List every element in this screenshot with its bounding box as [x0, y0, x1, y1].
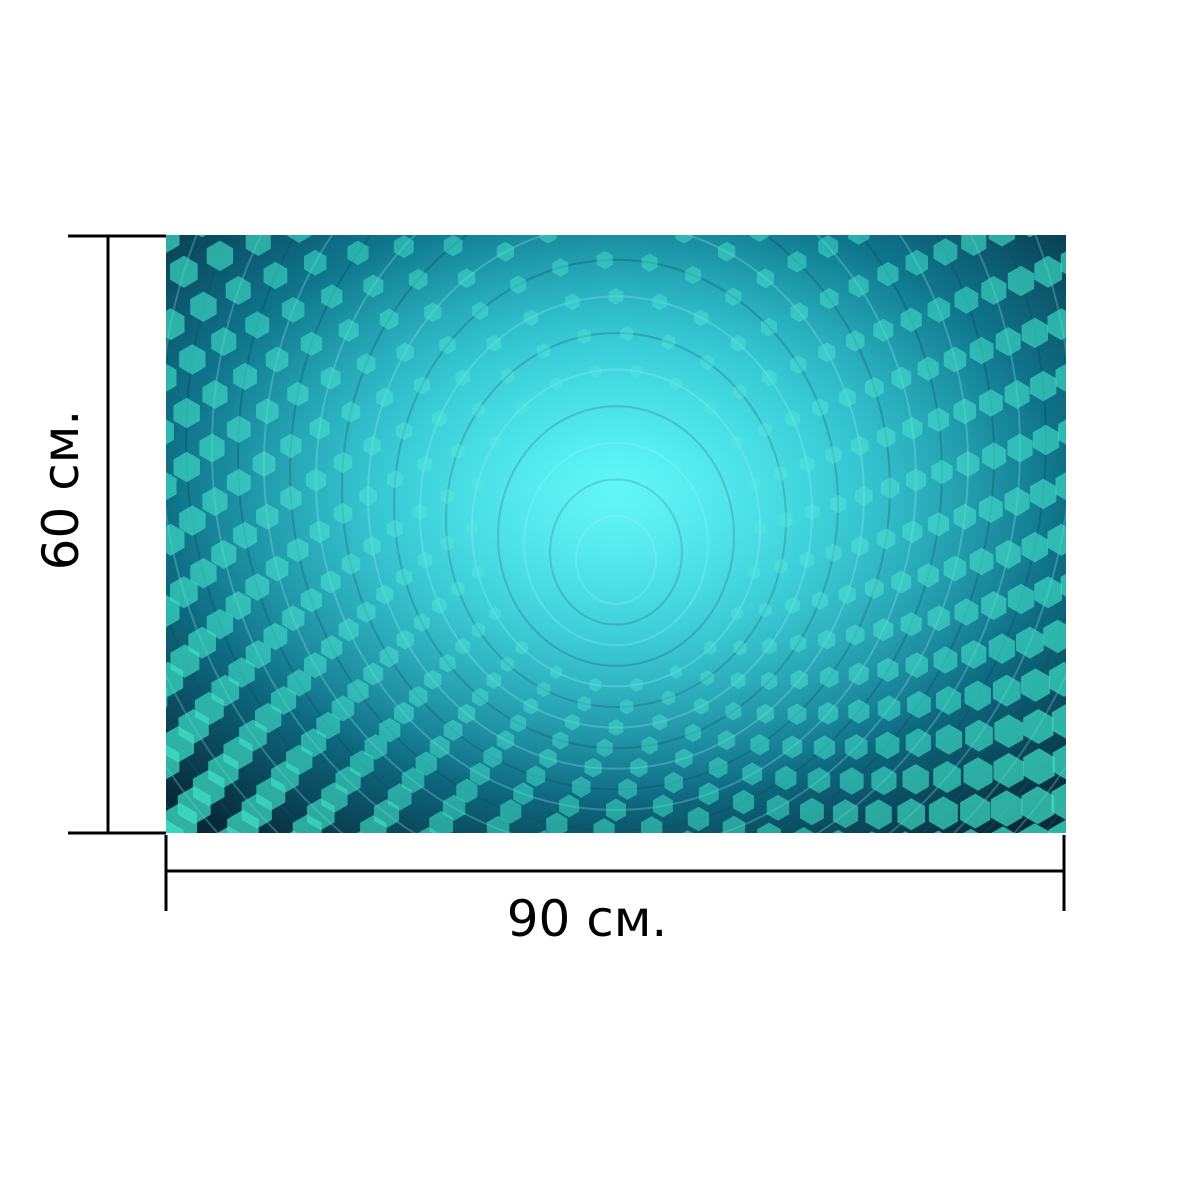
height-label: 60 см. [32, 410, 90, 571]
hex-tile [682, 830, 693, 833]
height-dimension: 60 см. [32, 234, 166, 835]
width-dimension: 90 см. [164, 835, 1066, 948]
width-label: 90 см. [507, 890, 668, 948]
hex-tile [289, 830, 299, 833]
tunnel-glow [166, 235, 1066, 833]
hex-tile [539, 830, 550, 833]
hex-tile [585, 214, 602, 234]
hex-tile [356, 831, 364, 833]
hex-tile [1025, 235, 1035, 238]
hex-tile [963, 828, 979, 833]
hex-tile [197, 235, 207, 238]
hex-tile [902, 831, 909, 833]
hex-tile [868, 831, 876, 833]
hex-tile [484, 832, 487, 833]
hex-tile [166, 687, 168, 708]
product-image [166, 214, 1066, 833]
hex-tile [933, 830, 943, 833]
hex-tile [630, 214, 647, 234]
hex-tile [832, 829, 844, 833]
